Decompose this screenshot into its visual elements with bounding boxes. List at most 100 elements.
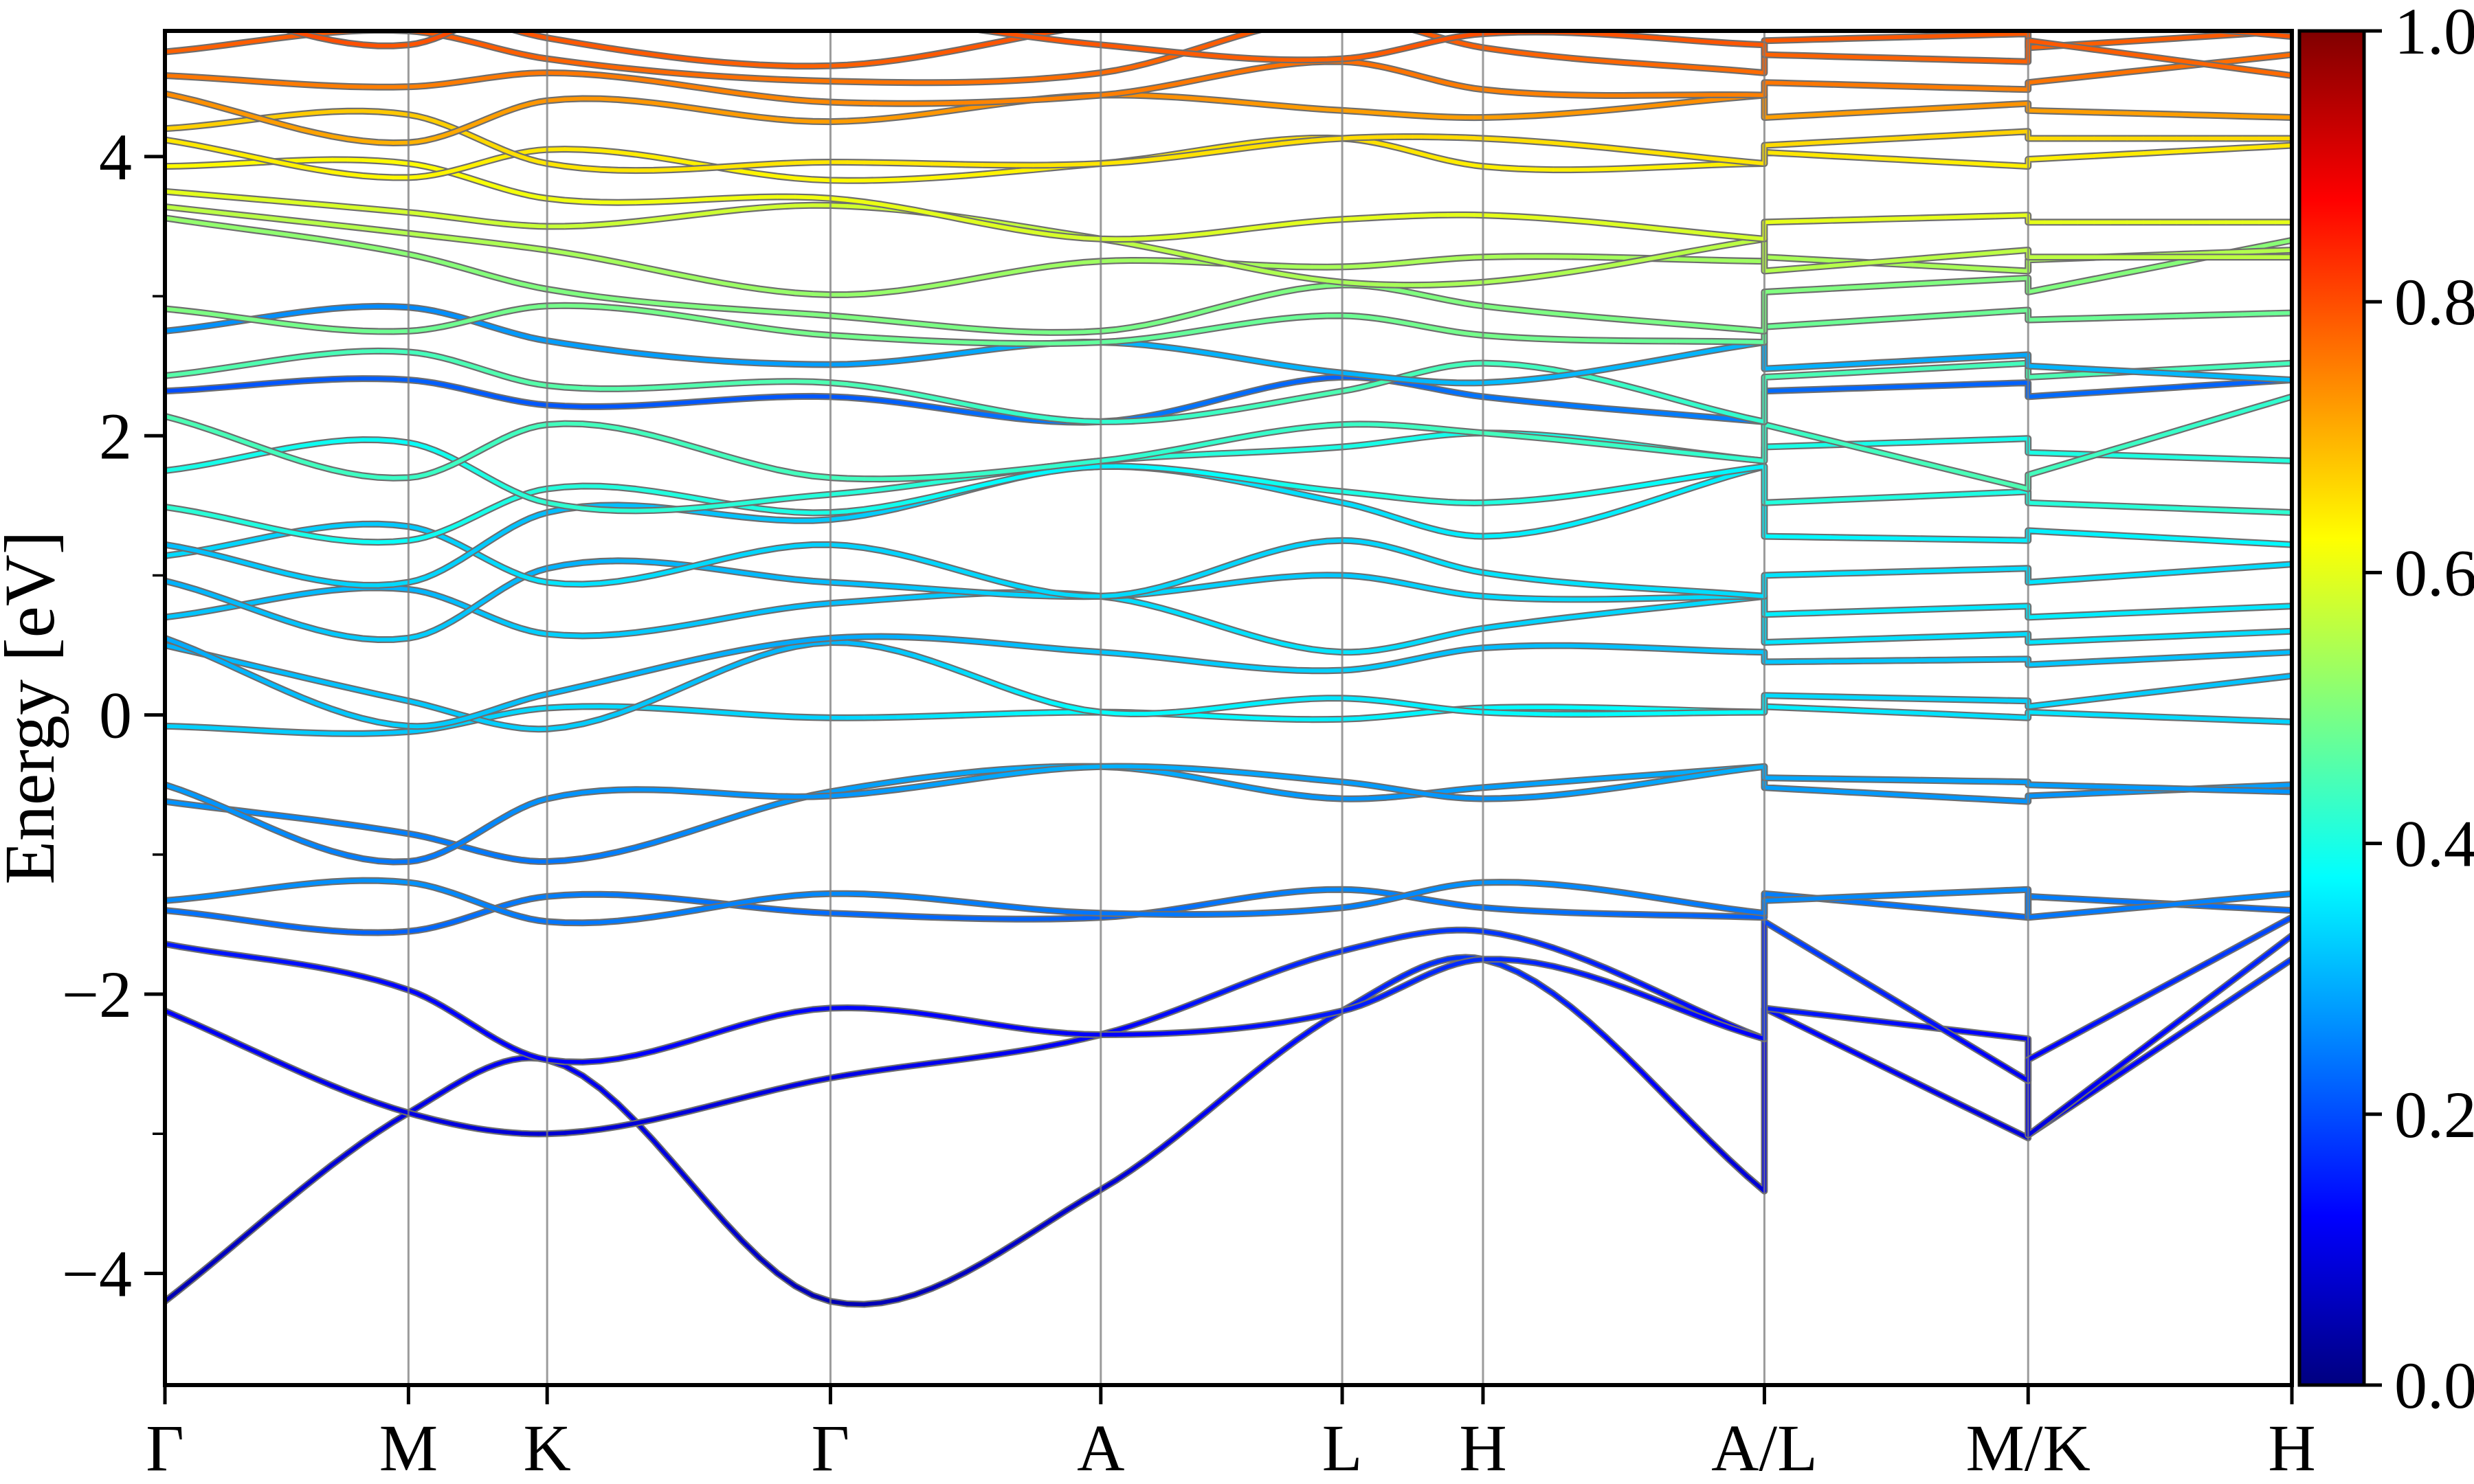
band-segment [1624, 20, 1642, 21]
band-segment [963, 471, 985, 477]
band-segment [980, 221, 1002, 229]
band-segment [1533, 577, 1556, 584]
band-segment [330, 305, 350, 311]
band-segment [669, 788, 691, 794]
band-segment [1144, 465, 1163, 471]
band-segment [1745, 159, 1767, 166]
band-segment [879, 913, 900, 918]
band-segment [1174, 467, 1194, 473]
band-segment [2125, 996, 2146, 1009]
band-segment [2125, 1046, 2146, 1063]
band-segment [1099, 160, 1118, 166]
band-segment [1159, 155, 1179, 161]
band-segment [1927, 890, 1948, 896]
band-segment [223, 806, 243, 818]
band-segment [1131, 17, 1146, 19]
band-segment [1516, 398, 1538, 405]
band-segment [828, 313, 849, 319]
band-segment [862, 205, 883, 210]
band-segment [1745, 1031, 1767, 1041]
band-segment [1099, 258, 1118, 264]
band-segment [1481, 431, 1503, 437]
band-segment [1177, 10, 1192, 12]
band-segment [254, 534, 274, 541]
band-segment [1779, 693, 1800, 699]
band-segment [739, 499, 762, 506]
band-segment [315, 588, 335, 594]
band-segment [687, 197, 709, 203]
band-segment [1048, 646, 1069, 652]
band-segment [223, 952, 243, 958]
band-segment [1325, 217, 1344, 223]
band-segment [1082, 340, 1103, 345]
band-segment [563, 71, 585, 76]
band-segment [845, 640, 867, 647]
band-segment [1845, 789, 1866, 795]
band-segment [2009, 248, 2030, 254]
band-segment [1604, 32, 1626, 38]
band-segment [1264, 142, 1284, 148]
band-segment [704, 108, 726, 115]
band-segment [487, 21, 495, 24]
band-segment [1861, 385, 1882, 390]
band-segment [1927, 794, 1948, 800]
band-segment [930, 897, 951, 903]
band-segment [704, 616, 726, 624]
band-segment [2224, 717, 2244, 722]
band-segment [2174, 1008, 2195, 1025]
band-segment [563, 790, 585, 798]
band-segment [1674, 595, 1696, 600]
band-segment [2108, 636, 2129, 641]
band-segment [1639, 480, 1661, 488]
band-segment [1692, 600, 1714, 606]
band-segment [1960, 438, 1981, 443]
band-segment [1976, 310, 1997, 315]
band-segment [1128, 87, 1148, 94]
band [165, 156, 2292, 243]
band-segment [1219, 985, 1239, 995]
band-segment [913, 783, 934, 789]
band-segment [315, 701, 335, 712]
band-segment [1516, 644, 1538, 649]
band-segment [1795, 430, 1816, 439]
band-segment [1894, 107, 1915, 113]
y-tick-label: −4 [62, 1237, 132, 1310]
band-segment [1498, 396, 1520, 403]
band-segment [1031, 264, 1052, 271]
band-segment [2240, 404, 2261, 414]
band-segment [269, 319, 289, 326]
band-segment [178, 325, 198, 332]
band-segment [997, 684, 1018, 694]
band-segment [704, 790, 726, 796]
band-segment [165, 306, 182, 313]
band-segment [913, 1061, 934, 1068]
band-segment [997, 1023, 1018, 1030]
band-segment [963, 275, 985, 282]
band-segment [1065, 916, 1086, 921]
band-segment [1219, 392, 1239, 401]
band-segment [997, 221, 1018, 228]
band-segment [2224, 508, 2244, 513]
band-segment [980, 1251, 1002, 1266]
band-segment [634, 914, 656, 921]
band-segment [739, 1091, 762, 1100]
band-segment [1249, 771, 1269, 777]
band-segment [687, 505, 709, 510]
band-segment [238, 78, 258, 84]
band-segment [2207, 566, 2228, 572]
band-segment [165, 908, 182, 914]
band-segment [1621, 706, 1644, 711]
band-segment [1727, 41, 1749, 46]
band-segment [1692, 38, 1714, 44]
band-segment [1280, 221, 1299, 227]
band-segment [1189, 1110, 1209, 1127]
band-segment [1234, 978, 1254, 989]
band-segment [946, 407, 968, 414]
band-segment [793, 160, 815, 165]
band-segment [1066, 31, 1069, 32]
band-segment [1219, 407, 1239, 414]
band-segment [300, 816, 320, 822]
band-segment [1481, 213, 1503, 218]
band-segment [545, 287, 567, 294]
band-segment [223, 119, 243, 125]
